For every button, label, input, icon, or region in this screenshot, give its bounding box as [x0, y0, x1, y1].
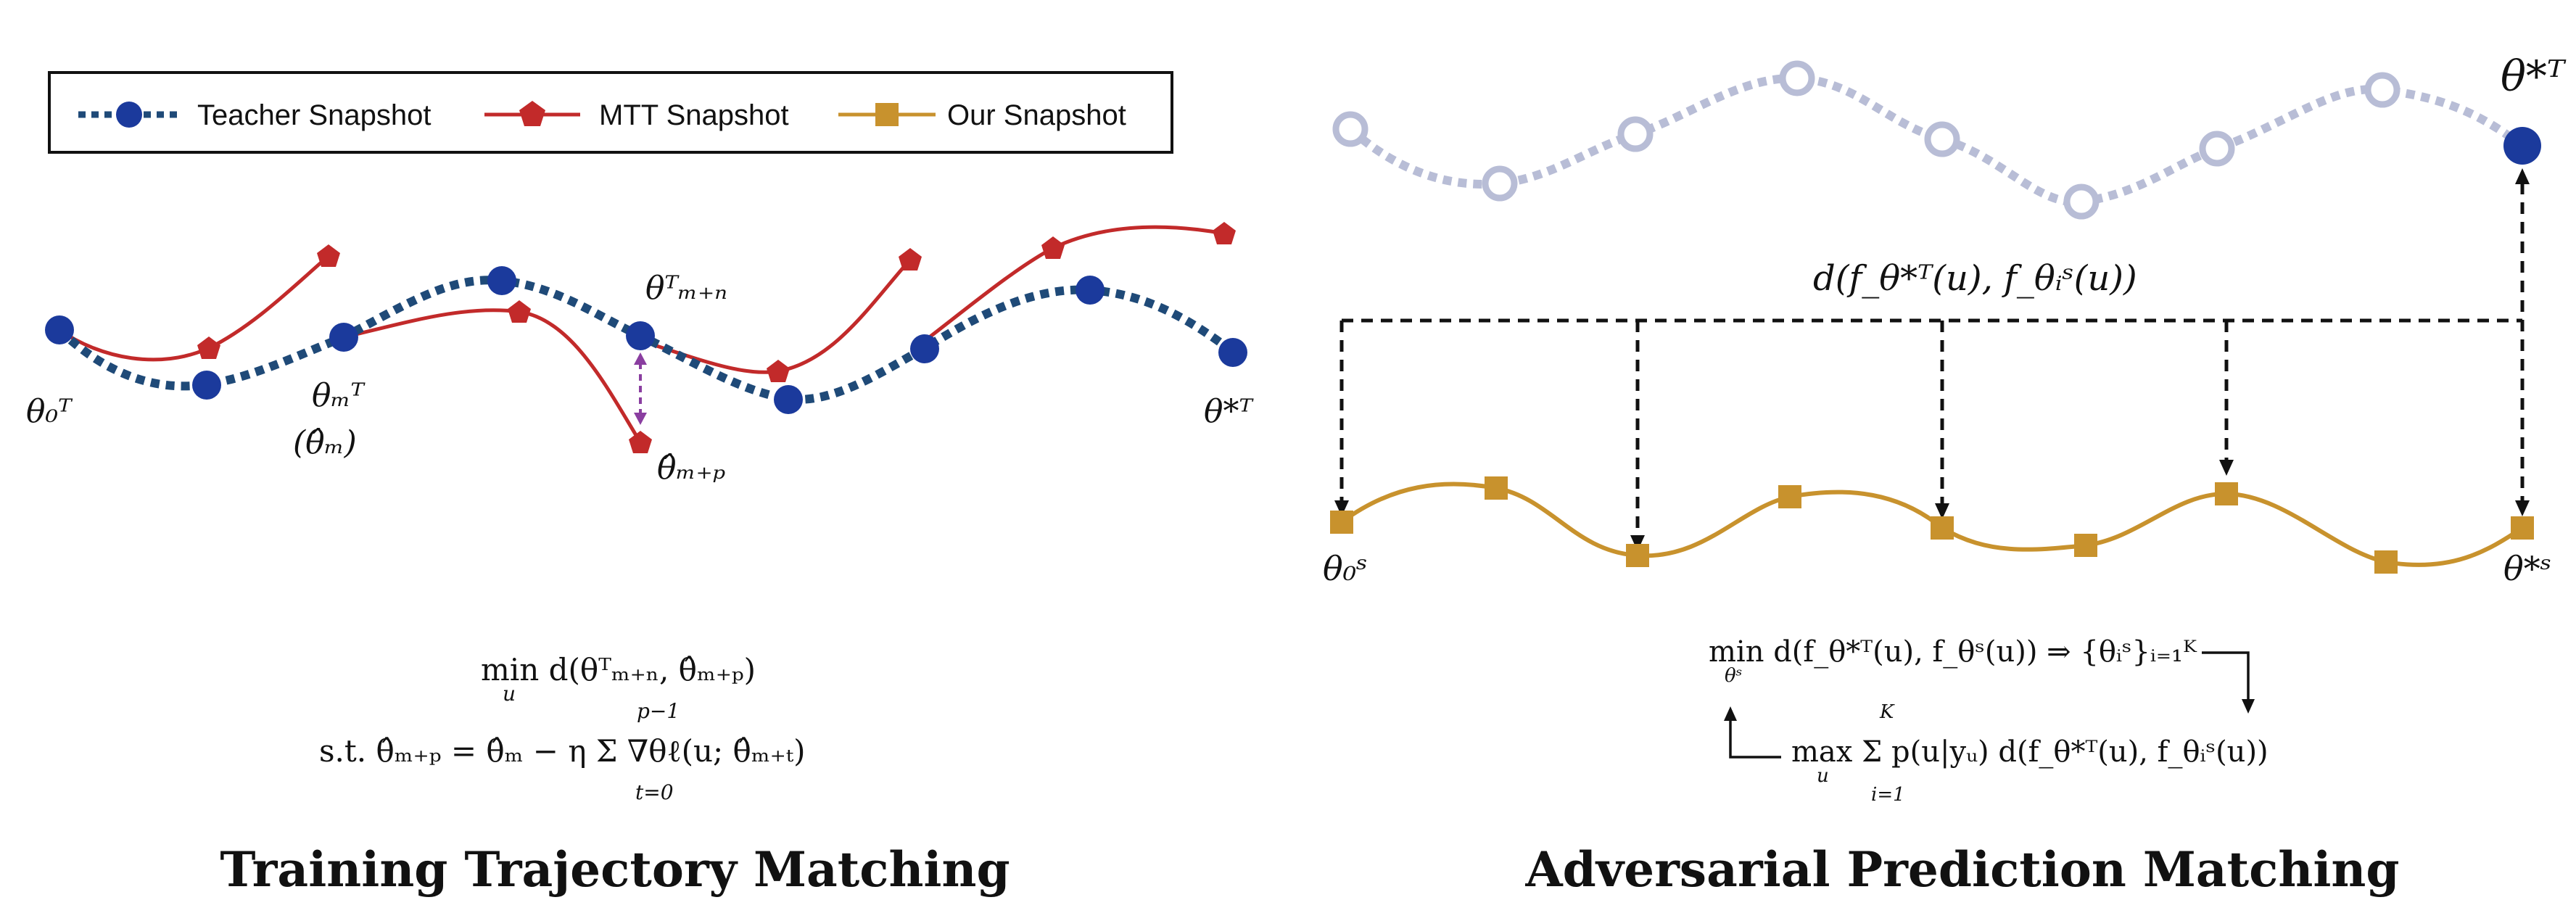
student-marker [1778, 485, 1801, 508]
label-thetamp-hat: θ̂ₘ₊ₚ [657, 450, 725, 487]
label-thetamn-teacher: θᵀₘ₊ₙ [645, 270, 727, 307]
left-eq-line1-sub: u [503, 682, 516, 706]
legend-teacher-label: Teacher Snapshot [197, 99, 431, 131]
faded-teacher-marker [1482, 165, 1518, 202]
cycle-arrowhead-down [2242, 699, 2255, 714]
arrowhead-down [2515, 500, 2530, 516]
student-marker [2374, 550, 2398, 574]
legend-teacher-marker [116, 102, 142, 128]
mtt-marker [508, 300, 531, 323]
arrowhead-down [1334, 500, 1349, 516]
left-panel-title: Training Trajectory Matching [220, 841, 1010, 898]
student-marker [2074, 534, 2097, 557]
right-panel-title: Adversarial Prediction Matching [1524, 841, 2399, 898]
student-markers [1330, 476, 2534, 574]
teacher-marker [487, 266, 516, 295]
legend-ours-label: Our Snapshot [947, 99, 1126, 131]
faded-teacher-marker [1332, 111, 1368, 147]
left-eq-sum-upper: p−1 [637, 699, 680, 723]
distance-double-arrow [634, 352, 647, 425]
right-eq-sum-upper: K [1879, 701, 1895, 723]
faded-teacher-markers [1332, 60, 2400, 220]
student-marker [1626, 544, 1649, 567]
matching-arrows [1339, 183, 2525, 538]
legend-mtt-label: MTT Snapshot [599, 99, 789, 131]
cycle-arrow-right [2202, 651, 2250, 702]
left-panel: θ₀ᵀ θₘᵀ (θ̂ₘ) θᵀₘ₊ₙ θ̂ₘ₊ₚ θ*ᵀ min d(θᵀₘ₊… [26, 222, 1254, 898]
label-theta0-teacher: θ₀ᵀ [26, 393, 73, 430]
arrowhead-down [1935, 503, 1949, 519]
student-marker [2215, 482, 2238, 505]
mtt-curve-1 [58, 255, 330, 362]
teacher-marker [774, 385, 803, 414]
faded-teacher-marker [2199, 131, 2235, 167]
label-thetastar-student: θ*ˢ [2503, 549, 2551, 588]
teacher-marker [192, 371, 221, 400]
matching-arrowheads [1334, 168, 2530, 551]
faded-teacher-marker [1617, 116, 1654, 152]
legend-mtt-marker [519, 101, 545, 126]
faded-teacher-marker [2063, 183, 2100, 220]
legend-ours-marker [875, 103, 899, 126]
cycle-arrowhead-up [1724, 706, 1737, 721]
arrowhead-down [2219, 460, 2234, 476]
right-equation: min d(f_θ*ᵀ(u), f_θˢ(u)) ⇒ {θᵢˢ}ᵢ₌₁ᴷ θˢ … [1709, 635, 2269, 806]
mtt-curve-4 [923, 225, 1225, 342]
legend: Teacher Snapshot MTT Snapshot Our Snapsh… [48, 71, 1173, 154]
student-marker [1330, 511, 1353, 534]
mtt-marker [767, 360, 790, 382]
student-marker [1485, 476, 1508, 500]
teacher-markers [45, 266, 1247, 414]
right-panel: θ*ᵀ d(f_θ*ᵀ(u), f_θᵢˢ(u)) θ₀ˢ θ*ˢ min d(… [1323, 51, 2567, 898]
mtt-marker [197, 336, 220, 359]
label-thetam-teacher: θₘᵀ [312, 377, 366, 414]
cycle-arrow-left [1729, 718, 1781, 759]
right-eq-sum-lower: i=1 [1871, 784, 1905, 806]
label-distance: d(f_θ*ᵀ(u), f_θᵢˢ(u)) [1813, 258, 2137, 299]
label-theta0-student: θ₀ˢ [1323, 549, 1368, 588]
faded-teacher-marker [1779, 60, 1815, 96]
mtt-marker [317, 244, 340, 267]
label-thetastar-teacher-left: θ*ᵀ [1204, 393, 1254, 430]
left-equation: min d(θᵀₘ₊ₙ, θ̂ₘ₊ₚ) u p−1 s.t. θ̂ₘ₊ₚ = θ… [319, 652, 806, 804]
teacher-marker [1076, 276, 1105, 305]
teacher-final-marker [2503, 127, 2541, 165]
right-eq-line2: max Σ p(u|yᵤ) d(f_θ*ᵀ(u), f_θᵢˢ(u)) [1791, 735, 2269, 769]
right-eq-line2-sub: u [1817, 765, 1829, 787]
arrowhead-up [2515, 168, 2530, 184]
teacher-marker [910, 334, 939, 363]
left-eq-sum-lower: t=0 [635, 780, 674, 804]
mtt-markers [197, 222, 1236, 453]
right-eq-line1: min d(f_θ*ᵀ(u), f_θˢ(u)) ⇒ {θᵢˢ}ᵢ₌₁ᴷ [1709, 635, 2197, 669]
arrowhead-down [1630, 535, 1645, 551]
label-thetam-hat: (θ̂ₘ) [293, 424, 357, 461]
left-eq-line2: s.t. θ̂ₘ₊ₚ = θ̂ₘ − η Σ ∇θℓ(u; θ̂ₘ₊ₜ) [319, 733, 806, 769]
left-eq-line1: min d(θᵀₘ₊ₙ, θ̂ₘ₊ₚ) [481, 652, 756, 687]
student-marker [1931, 516, 1954, 540]
student-marker [2511, 516, 2534, 540]
right-eq-line1-sub: θˢ [1725, 665, 1742, 687]
mtt-marker [899, 248, 922, 270]
teacher-marker [1218, 338, 1247, 367]
teacher-marker [626, 321, 655, 350]
mtt-marker [1213, 222, 1236, 244]
mtt-marker [629, 431, 652, 453]
legend-box [48, 71, 1173, 154]
faded-teacher-marker [2364, 72, 2400, 108]
teacher-marker [45, 315, 74, 344]
distance-arrowhead-down [634, 413, 647, 425]
distance-arrowhead-up [634, 352, 647, 365]
faded-teacher-marker [1924, 121, 1960, 157]
label-thetastar-teacher-right: θ*ᵀ [2501, 51, 2567, 101]
teacher-marker [329, 323, 358, 352]
mtt-marker [1041, 236, 1065, 259]
mtt-curve-2 [343, 308, 643, 444]
